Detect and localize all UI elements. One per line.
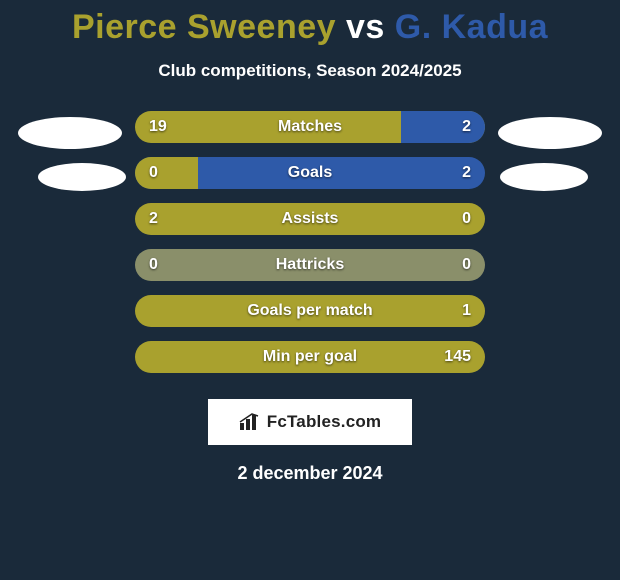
bar-right-value: 145	[423, 348, 471, 366]
stat-bar: 0Goals2	[135, 157, 485, 189]
bars-column: 19Matches20Goals22Assists00Hattricks0Goa…	[135, 111, 485, 387]
stat-bar: Min per goal145	[135, 341, 485, 373]
right-portrait-col	[485, 111, 605, 205]
photo-placeholder-icon	[498, 117, 602, 149]
bar-right-value: 2	[423, 164, 471, 182]
badge-text: FcTables.com	[267, 412, 382, 432]
photo-placeholder-icon	[18, 117, 122, 149]
bar-label: Hattricks	[197, 256, 423, 274]
bar-label: Goals	[197, 164, 423, 182]
bar-right-value: 1	[423, 302, 471, 320]
left-portrait-col	[15, 111, 135, 205]
bar-left-value: 19	[149, 118, 197, 136]
bar-text: 19Matches2	[135, 111, 485, 143]
bar-right-value: 0	[423, 256, 471, 274]
subtitle: Club competitions, Season 2024/2025	[158, 61, 461, 81]
bar-left-value: 2	[149, 210, 197, 228]
source-badge: FcTables.com	[208, 399, 412, 445]
bar-label: Assists	[197, 210, 423, 228]
comparison-chart: 19Matches20Goals22Assists00Hattricks0Goa…	[0, 111, 620, 387]
date-text: 2 december 2024	[237, 463, 382, 484]
bar-text: 0Hattricks0	[135, 249, 485, 281]
bar-left-value: 0	[149, 256, 197, 274]
bar-label: Matches	[197, 118, 423, 136]
title-player2: G. Kadua	[395, 8, 548, 46]
bar-text: Min per goal145	[135, 341, 485, 373]
bar-label: Min per goal	[197, 348, 423, 366]
photo-placeholder-icon	[500, 163, 588, 191]
bar-label: Goals per match	[197, 302, 423, 320]
page-title: Pierce Sweeney vs G. Kadua	[72, 8, 548, 47]
bar-text: 2Assists0	[135, 203, 485, 235]
bar-text: 0Goals2	[135, 157, 485, 189]
stat-bar: 2Assists0	[135, 203, 485, 235]
bar-left-value: 0	[149, 164, 197, 182]
bar-chart-icon	[239, 413, 261, 431]
title-player1: Pierce Sweeney	[72, 8, 336, 46]
stat-bar: 19Matches2	[135, 111, 485, 143]
title-vs: vs	[346, 8, 385, 46]
bar-text: Goals per match1	[135, 295, 485, 327]
bar-right-value: 2	[423, 118, 471, 136]
bar-right-value: 0	[423, 210, 471, 228]
infographic-root: Pierce Sweeney vs G. Kadua Club competit…	[0, 0, 620, 484]
stat-bar: Goals per match1	[135, 295, 485, 327]
photo-placeholder-icon	[38, 163, 126, 191]
stat-bar: 0Hattricks0	[135, 249, 485, 281]
